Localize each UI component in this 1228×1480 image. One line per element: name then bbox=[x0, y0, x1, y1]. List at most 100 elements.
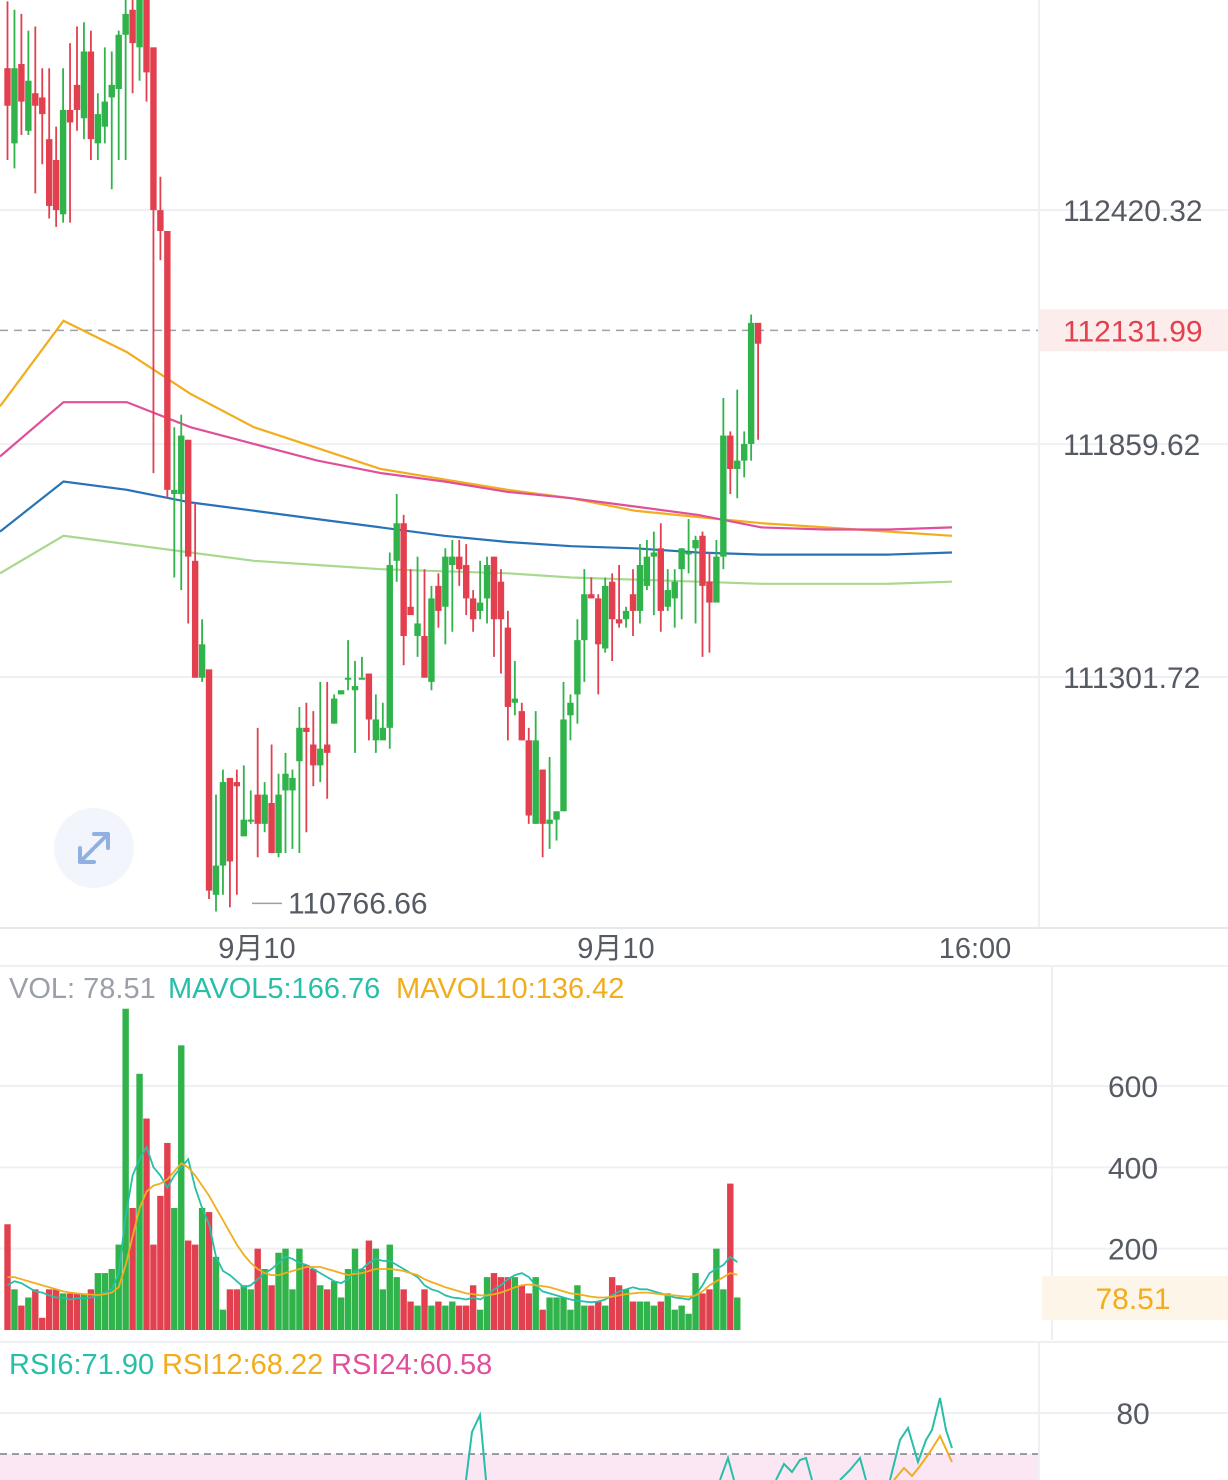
candle-body bbox=[254, 794, 261, 824]
volume-bar bbox=[178, 1045, 185, 1330]
volume-bar bbox=[595, 1301, 602, 1330]
volume-bar bbox=[685, 1313, 692, 1330]
volume-bar bbox=[275, 1252, 282, 1330]
candle bbox=[11, 9, 18, 169]
candle-body bbox=[240, 819, 247, 837]
volume-bar bbox=[379, 1289, 386, 1330]
candle bbox=[268, 744, 275, 854]
candle bbox=[414, 556, 421, 657]
candle-body bbox=[317, 748, 324, 766]
candle bbox=[476, 560, 484, 620]
volume-tick-label: 600 bbox=[1108, 1071, 1158, 1104]
candle bbox=[66, 43, 74, 223]
candle bbox=[574, 619, 581, 724]
volume-bar bbox=[449, 1301, 456, 1330]
candle bbox=[289, 769, 296, 849]
candle-body bbox=[268, 802, 275, 854]
candle-body bbox=[685, 552, 692, 555]
volume-bar bbox=[622, 1289, 630, 1330]
volume-bar bbox=[664, 1293, 671, 1330]
candle bbox=[497, 569, 505, 674]
candle bbox=[720, 398, 727, 570]
candle bbox=[386, 552, 393, 749]
candle-body bbox=[713, 556, 720, 603]
rsi-legend-item: RSI12:68.22 bbox=[162, 1349, 323, 1381]
candle-body bbox=[588, 594, 595, 599]
mavol5-line bbox=[7, 1144, 738, 1304]
price-tick-label: 112420.32 bbox=[1063, 195, 1203, 228]
volume-bar bbox=[185, 1240, 192, 1330]
candle-body bbox=[463, 564, 470, 599]
volume-bar bbox=[18, 1305, 25, 1330]
candle bbox=[324, 681, 331, 799]
price-axis: 112420.32 111859.62 111301.72 112131.99 1107… bbox=[252, 195, 1228, 920]
candle bbox=[581, 569, 588, 682]
candle bbox=[650, 531, 658, 616]
volume-bar bbox=[734, 1297, 741, 1330]
candle-body bbox=[157, 210, 164, 232]
volume-bar bbox=[59, 1293, 67, 1330]
candle-body bbox=[504, 627, 512, 707]
candle bbox=[595, 594, 602, 695]
volume-bar bbox=[365, 1240, 373, 1330]
candle-body bbox=[108, 84, 115, 98]
candle-body bbox=[421, 635, 428, 678]
volume-bar bbox=[240, 1285, 247, 1330]
candle-body bbox=[650, 552, 658, 557]
volume-bar bbox=[296, 1248, 303, 1330]
candle-body bbox=[671, 581, 678, 599]
volume-current-badge bbox=[1042, 1276, 1228, 1321]
rsi-legend-item: RSI6:71.90 bbox=[9, 1349, 154, 1381]
candle-body bbox=[741, 443, 748, 461]
volume-bar bbox=[713, 1248, 720, 1330]
candle-body bbox=[191, 560, 199, 678]
candle-body bbox=[337, 690, 345, 695]
candle-body bbox=[219, 782, 227, 866]
candle-body bbox=[59, 109, 67, 215]
candle-body bbox=[379, 727, 386, 741]
volume-bar bbox=[469, 1285, 477, 1330]
volume-bar bbox=[463, 1305, 470, 1330]
volume-bar bbox=[636, 1301, 644, 1330]
candle-body bbox=[11, 68, 18, 144]
candle-body bbox=[428, 598, 435, 682]
expand-icon bbox=[78, 832, 110, 864]
candle-body bbox=[171, 489, 178, 495]
volume-bar bbox=[372, 1248, 380, 1330]
candle bbox=[713, 539, 720, 603]
candle bbox=[344, 640, 352, 691]
candle bbox=[525, 727, 532, 824]
candle-body bbox=[32, 93, 39, 106]
candle-body bbox=[198, 644, 206, 678]
volume-bar bbox=[504, 1277, 512, 1330]
candle-body bbox=[296, 727, 303, 762]
expand-chart-button[interactable] bbox=[54, 808, 134, 888]
candlesticks bbox=[4, 0, 762, 912]
candle-body bbox=[18, 64, 25, 102]
candle bbox=[303, 702, 310, 833]
candle bbox=[469, 590, 477, 632]
candle-body bbox=[25, 80, 32, 131]
candle-body bbox=[52, 160, 60, 211]
volume-bar bbox=[567, 1309, 574, 1330]
volume-bar bbox=[546, 1297, 553, 1330]
candle-body bbox=[643, 556, 651, 586]
mavol10-line bbox=[7, 1162, 738, 1299]
candle-body bbox=[511, 698, 519, 703]
candle bbox=[358, 656, 366, 680]
volume-bar bbox=[511, 1277, 519, 1330]
candle bbox=[178, 414, 185, 591]
candle bbox=[608, 573, 616, 662]
volume-bar bbox=[101, 1273, 108, 1330]
candle bbox=[372, 694, 380, 753]
candle bbox=[435, 573, 442, 628]
volume-bar bbox=[358, 1269, 366, 1330]
volume-bar bbox=[344, 1269, 352, 1330]
current-price-label: 112131.99 bbox=[1063, 315, 1203, 348]
volume-tick-label: 200 bbox=[1108, 1234, 1158, 1267]
candle bbox=[18, 13, 25, 135]
candle bbox=[296, 706, 303, 854]
candle-body bbox=[39, 97, 46, 115]
candle-body bbox=[150, 47, 157, 211]
